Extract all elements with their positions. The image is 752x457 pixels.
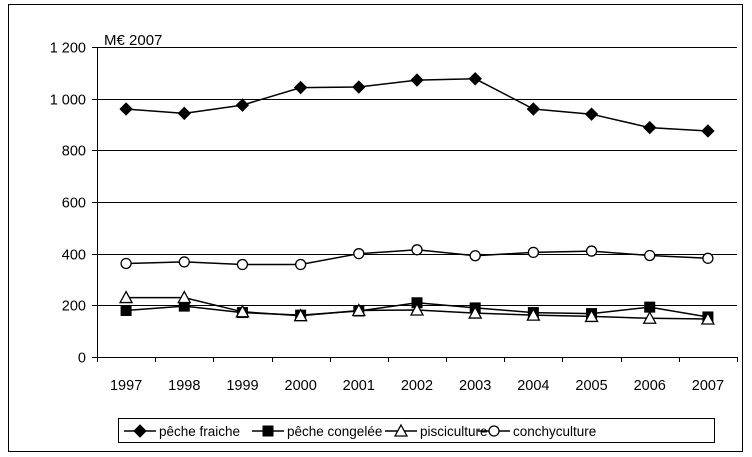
legend-item: pêche congelée (252, 424, 382, 439)
series-group (118, 290, 716, 325)
circle-marker (702, 252, 714, 264)
series-lines (118, 72, 716, 325)
circle-marker (120, 257, 132, 270)
triangle-marker (393, 423, 409, 437)
x-tick-label: 2001 (343, 378, 375, 394)
triangle-marker (177, 290, 192, 304)
x-tick-label: 2000 (285, 378, 317, 394)
triangle-marker (526, 307, 541, 321)
y-unit-label: M€ 2007 (104, 32, 162, 49)
y-tick-label: 0 (78, 351, 86, 367)
x-tick-label: 2005 (575, 378, 607, 394)
circle-marker (178, 256, 190, 268)
triangle-marker (118, 290, 134, 304)
y-tick-labels: 0 200 400 600 800 1 000 1 200 (50, 41, 86, 367)
circle-marker (469, 250, 481, 262)
y-tick-label: 200 (62, 299, 86, 315)
diamond-marker (119, 102, 133, 116)
y-tick-label: 1 200 (50, 41, 86, 57)
legend-item: conchyculture (478, 424, 596, 439)
diamond-marker (235, 98, 250, 112)
circle-marker (353, 248, 365, 260)
x-tick-label: 2006 (634, 378, 666, 394)
triangle-marker (235, 304, 250, 318)
triangle-marker (700, 311, 716, 325)
triangle-marker (293, 308, 308, 322)
circle-marker (585, 245, 598, 257)
diamond-marker (177, 106, 191, 121)
legend-label: pisciculture (420, 424, 488, 439)
legend-label: conchyculture (513, 424, 596, 439)
diamond-marker (410, 73, 424, 87)
circle-marker (236, 258, 249, 271)
circle-marker (644, 249, 656, 262)
triangle-marker (468, 305, 483, 319)
y-tick-label: 1 000 (50, 93, 86, 109)
square-marker (262, 425, 274, 437)
circle-marker (527, 246, 540, 259)
x-tick-label: 2004 (517, 378, 549, 394)
diamond-marker (701, 124, 715, 138)
y-tick-label: 400 (62, 248, 86, 264)
x-tick-label: 1999 (226, 378, 258, 394)
diamond-marker (526, 102, 541, 116)
x-tick-label: 1997 (110, 378, 142, 394)
chart-border (8, 4, 743, 452)
axes (92, 47, 738, 362)
series-group (120, 244, 714, 271)
triangle-marker (409, 302, 425, 316)
legend-label: pêche fraiche (159, 424, 240, 439)
circle-marker (411, 244, 423, 256)
triangle-marker (351, 303, 366, 317)
x-tick-label: 2003 (459, 378, 491, 394)
x-tick-label: 2007 (692, 378, 724, 394)
circle-marker (294, 258, 307, 271)
x-tick-labels: 1997 1998 1999 2000 2001 2002 2003 2004 2005 2006… (110, 378, 724, 394)
triangle-marker (584, 309, 599, 323)
diamond-marker (584, 107, 599, 121)
diamond-marker (133, 424, 147, 438)
y-tick-label: 800 (62, 144, 86, 160)
x-tick-label: 2002 (401, 378, 433, 394)
x-tick-label: 1998 (168, 378, 200, 394)
diamond-marker (643, 120, 657, 135)
triangle-marker (642, 310, 657, 324)
diamond-marker (293, 80, 308, 95)
y-tick-label: 600 (62, 196, 86, 212)
legend-item: pêche fraiche (124, 424, 240, 439)
legend-item: pisciculture (385, 423, 488, 439)
circle-marker (488, 425, 500, 437)
square-marker (120, 305, 132, 316)
diamond-marker (352, 80, 366, 94)
square-marker (644, 301, 656, 313)
legend: pêche fraiche pêche congelée pisciculture c… (124, 423, 596, 439)
diamond-marker (468, 72, 482, 86)
series-group (119, 72, 715, 138)
legend-label: pêche congelée (287, 424, 382, 439)
